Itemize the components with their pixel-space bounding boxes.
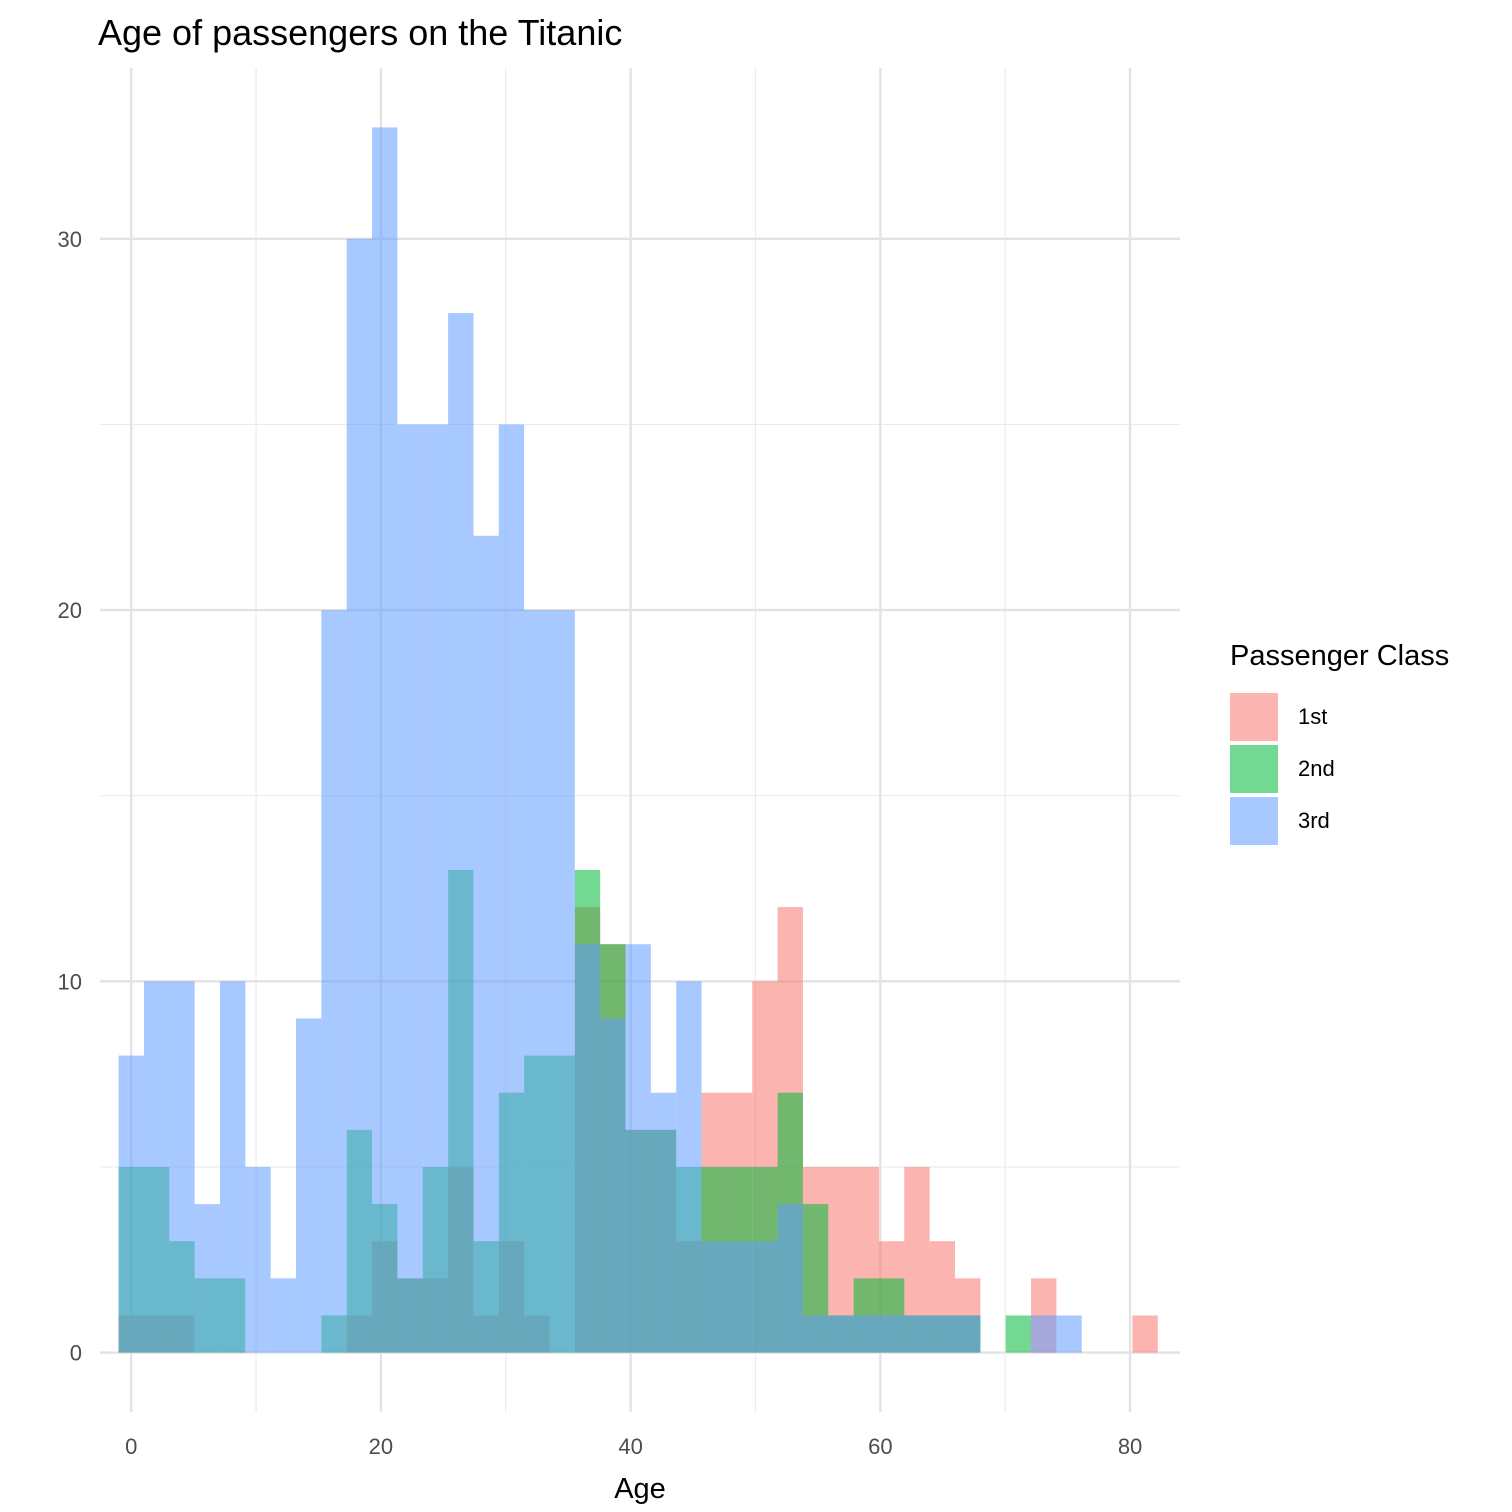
chart-title: Age of passengers on the Titanic <box>98 12 623 53</box>
bar-3rd-21 <box>650 1092 677 1353</box>
bar-3rd-31 <box>904 1315 930 1353</box>
legend-key <box>1230 745 1278 793</box>
bar-3rd-25 <box>752 1241 778 1353</box>
bar-2nd-35 <box>1005 1315 1032 1353</box>
bar-3rd-37 <box>1056 1315 1082 1353</box>
bar-3rd-27 <box>802 1315 829 1353</box>
legend-label: 3rd <box>1298 808 1330 833</box>
bar-3rd-32 <box>929 1315 956 1353</box>
bar-3rd-1 <box>143 981 170 1353</box>
bar-3rd-36 <box>1031 1315 1057 1353</box>
bar-3rd-22 <box>676 981 702 1353</box>
histogram-bars <box>118 127 1158 1353</box>
legend-key <box>1230 693 1278 741</box>
y-axis-ticks: 0 10 20 30 <box>58 227 82 1366</box>
bar-3rd-12 <box>422 424 449 1353</box>
bar-3rd-20 <box>625 944 651 1353</box>
y-tick-label: 20 <box>58 598 82 623</box>
legend-key <box>1230 797 1278 845</box>
bar-3rd-11 <box>397 424 423 1353</box>
bar-3rd-19 <box>600 1018 626 1353</box>
y-tick-label: 30 <box>58 227 82 252</box>
bar-3rd-6 <box>270 1278 297 1353</box>
x-tick-label: 20 <box>369 1434 393 1459</box>
legend-label: 1st <box>1298 704 1328 729</box>
bar-3rd-17 <box>549 610 575 1353</box>
bar-3rd-24 <box>726 1241 753 1353</box>
legend-item-3rd: 3rd <box>1230 795 1449 847</box>
bar-3rd-7 <box>296 1018 322 1353</box>
x-tick-label: 40 <box>618 1434 642 1459</box>
bar-3rd-8 <box>321 610 347 1353</box>
bar-3rd-10 <box>372 127 398 1353</box>
bar-3rd-28 <box>828 1315 854 1353</box>
bar-3rd-15 <box>498 424 525 1353</box>
bar-3rd-30 <box>878 1315 905 1353</box>
legend-item-1st: 1st <box>1230 691 1449 743</box>
bar-1st-40 <box>1132 1315 1158 1353</box>
bar-3rd-3 <box>194 1204 220 1353</box>
bar-3rd-18 <box>574 944 601 1353</box>
bar-3rd-26 <box>777 1204 803 1353</box>
x-tick-label: 0 <box>125 1434 137 1459</box>
x-axis-ticks: 0 20 40 60 80 <box>125 1434 1142 1459</box>
series-3rd <box>118 127 1082 1353</box>
bar-3rd-2 <box>169 981 195 1353</box>
legend-item-2nd: 2nd <box>1230 743 1449 795</box>
legend-label: 2nd <box>1298 756 1335 781</box>
legend: Passenger Class 1st 2nd 3rd <box>1230 640 1449 847</box>
x-axis-title: Age <box>614 1473 666 1505</box>
bar-3rd-9 <box>346 238 373 1353</box>
x-tick-label: 80 <box>1118 1434 1142 1459</box>
bar-3rd-0 <box>118 1055 144 1353</box>
bar-3rd-13 <box>448 313 474 1353</box>
bar-3rd-5 <box>245 1166 271 1353</box>
y-tick-label: 10 <box>58 969 82 994</box>
bar-3rd-14 <box>473 535 499 1353</box>
x-tick-label: 60 <box>868 1434 892 1459</box>
bar-3rd-33 <box>955 1315 981 1353</box>
y-tick-label: 0 <box>70 1341 82 1366</box>
legend-title: Passenger Class <box>1230 640 1450 672</box>
bar-3rd-23 <box>701 1241 727 1353</box>
bar-3rd-29 <box>853 1315 879 1353</box>
bar-3rd-4 <box>219 981 246 1353</box>
bar-3rd-16 <box>524 610 550 1353</box>
legend-items: 1st 2nd 3rd <box>1230 691 1449 847</box>
